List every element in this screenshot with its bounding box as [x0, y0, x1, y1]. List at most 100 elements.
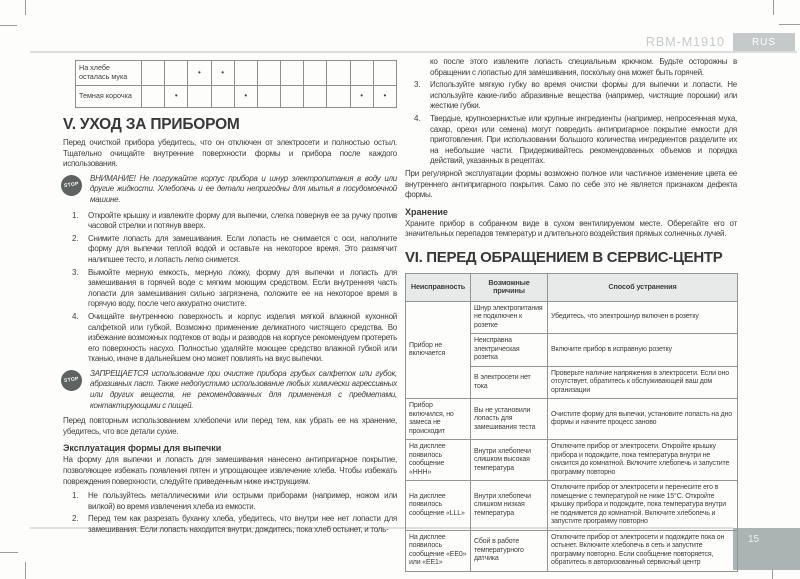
fault-cell: На дисплее появилось сообщение «EE0» или…	[405, 529, 471, 572]
issue-empty-cell	[140, 60, 166, 86]
issue-empty-cell	[164, 60, 189, 86]
storage-text: Храните прибор в собранном виде в сухом …	[405, 218, 737, 239]
list-text: Не пользуйтесь металлическими или острым…	[88, 491, 397, 511]
warning-block: STOP ЗАПРЕЩАЕТСЯ использование при очист…	[59, 368, 397, 411]
cause-cell: Сбой в работе температурного датчика	[470, 529, 548, 572]
fault-cell: Прибор включился, но замеса не происходи…	[405, 398, 471, 441]
list-item: ко после этого извлеките лопасть специал…	[405, 57, 737, 78]
warning-block: STOP ВНИМАНИЕ! Не погружайте корпус приб…	[59, 173, 397, 206]
list-number: 3.	[414, 80, 421, 90]
crop-mark	[0, 25, 17, 26]
service-row: На дисплее появилось сообщение «EE0» или…	[405, 529, 738, 572]
header-divider	[30, 51, 797, 53]
list-item: 2. Снимите лопасть для замешивания. Если …	[63, 234, 397, 266]
fault-cell: Прибор не включается	[405, 300, 471, 400]
service-row: Прибор не включается Шнур электропитания …	[405, 300, 738, 400]
list-text: Откройте крышку и извлеките форму для вы…	[88, 210, 397, 231]
stop-icon: STOP	[59, 173, 84, 198]
issue-dot-cell: •	[233, 85, 258, 108]
crop-mark	[0, 552, 18, 553]
service-table-header-row: Неисправность Возможные причины Способ у…	[405, 272, 738, 302]
bread-issues-table: На хлебе осталась мука • • Темная корочка • •…	[75, 60, 398, 108]
discoloration-note: При регулярной эксплуатации формы возмож…	[405, 168, 737, 200]
cause-cell: Внутри хлебопечи слишком высокая темпера…	[470, 439, 548, 482]
model-label: RBM-M1910	[645, 35, 725, 49]
section-5-title: V. УХОД ЗА ПРИБОРОМ	[63, 116, 240, 133]
issue-empty-cell	[233, 60, 258, 86]
list-number: 4.	[414, 113, 421, 123]
list-number: 1.	[72, 491, 79, 501]
list-text: Твердые, крупнозернистые или крупные инг…	[430, 113, 737, 166]
warning-text: ЗАПРЕЩАЕТСЯ использование при очистке пр…	[90, 368, 397, 410]
issue-dot-cell: •	[164, 85, 189, 108]
issue-dot-cell: •	[372, 85, 398, 108]
fix-cell: Отключите прибор от электросети и перене…	[547, 480, 738, 531]
list-item: 3. Используйте мягкую губку во время очис…	[405, 80, 737, 112]
cause-cell: В электросети нет тока	[470, 365, 548, 400]
pan-section-intro: На форму для выпечки и лопасть для замеш…	[63, 455, 397, 486]
crop-mark	[779, 24, 800, 25]
issue-row: Темная корочка • • • •	[75, 85, 398, 108]
service-row: Прибор включился, но замеса не происходи…	[405, 398, 738, 441]
issue-dot-cell: •	[210, 60, 235, 86]
pan-steps-list-continued: ко после этого извлеките лопасть специал…	[405, 57, 737, 167]
issue-empty-cell	[280, 85, 305, 108]
list-number: 2.	[72, 233, 79, 243]
list-text: ко после этого извлеките лопасть специал…	[430, 57, 737, 77]
column-header-fault: Неисправность	[405, 272, 471, 302]
issue-empty-cell	[303, 60, 328, 86]
list-number: 3.	[72, 267, 79, 277]
issue-dot-cell: •	[187, 60, 212, 86]
fix-cell: Убедитесь, что электрошнур включен в роз…	[547, 300, 738, 335]
list-text: Вымойте мерную емкость, мерную ложку, фо…	[88, 267, 397, 309]
pan-section-title: Эксплуатация формы для выпечки	[63, 443, 222, 454]
list-text: Очищайте внутреннюю поверхность и корпус…	[88, 311, 397, 364]
fault-cell: На дисплее появилось сообщение «HHH»	[405, 439, 471, 482]
service-row: На дисплее появилось сообщение «HHH» Внут…	[405, 439, 738, 482]
list-item: 4. Твердые, крупнозернистые или крупные и…	[405, 114, 737, 167]
list-number: 4.	[72, 311, 79, 321]
cause-cell: Неисправна электрическая розетка	[470, 333, 548, 367]
column-header-cause: Возможные причины	[470, 272, 548, 302]
list-item: 1. Откройте крышку и извлеките форму для …	[63, 211, 397, 232]
crop-mark	[773, 0, 774, 15]
service-row: Неисправна электрическая розетка Включите…	[406, 333, 738, 367]
issue-empty-cell	[372, 60, 398, 86]
crop-mark	[772, 570, 773, 579]
footer-divider	[30, 527, 733, 529]
issue-label: Темная корочка	[75, 85, 142, 108]
fix-cell: Отключите прибор от электросети и подожд…	[547, 529, 738, 572]
warning-text: ВНИМАНИЕ! Не погружайте корпус прибора и…	[90, 173, 397, 204]
fix-cell: Проверьте наличие напряжения в электросе…	[547, 365, 738, 400]
list-item: 2. Перед тем как разрезать буханку хлеба,…	[63, 514, 397, 535]
issue-empty-cell	[256, 60, 282, 86]
issue-empty-cell	[326, 60, 351, 86]
fix-cell: Очистите форму для выпечки, установите л…	[547, 398, 738, 441]
cause-cell: Внутри хлебопечи слишком низкая температ…	[470, 480, 548, 531]
issue-empty-cell	[280, 60, 305, 86]
service-table: Неисправность Возможные причины Способ у…	[405, 272, 738, 572]
right-column: ко после этого извлеките лопасть специал…	[405, 57, 738, 572]
issue-empty-cell	[210, 85, 235, 108]
list-item: 3. Вымойте мерную емкость, мерную ложку, …	[63, 268, 397, 310]
left-column: На хлебе осталась мука • • Темная корочка • •…	[59, 57, 398, 538]
pan-steps-list: 1. Не пользуйтесь металлическими или остр…	[63, 491, 397, 535]
issue-dot-cell: •	[349, 85, 374, 108]
issue-empty-cell	[326, 85, 351, 108]
issue-row: На хлебе осталась мука • •	[75, 60, 398, 86]
list-number: 1.	[72, 210, 79, 220]
list-item: 4. Очищайте внутреннюю поверхность и корп…	[63, 312, 397, 365]
section-6-title: VI. ПЕРЕД ОБРАЩЕНИЕМ В СЕРВИС-ЦЕНТР	[405, 248, 723, 266]
fix-cell: Отключите прибор от электросети. Откройт…	[547, 439, 738, 482]
list-number: 2.	[72, 514, 79, 524]
list-item: 1. Не пользуйтесь металлическими или остр…	[63, 491, 397, 512]
column-header-fix: Способ устранения	[547, 272, 738, 302]
crop-mark	[25, 0, 26, 15]
service-row: На дисплее появилось сообщение «LLL» Внут…	[405, 480, 738, 531]
fix-cell: Включите прибор в исправную розетку	[547, 333, 738, 367]
crop-mark	[25, 562, 26, 579]
section-5-intro: Перед очисткой прибора убедитесь, что он…	[63, 138, 397, 169]
list-text: Используйте мягкую губку во время очистк…	[430, 80, 737, 111]
issue-label: На хлебе осталась мука	[75, 60, 142, 86]
